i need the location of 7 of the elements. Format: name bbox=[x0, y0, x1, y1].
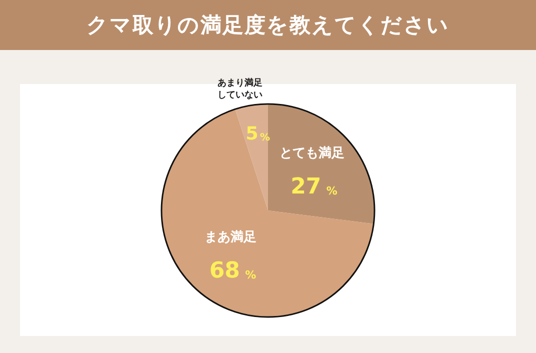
slice-label: まあ満足 bbox=[204, 230, 257, 246]
slice-label: あまり満足していない bbox=[218, 77, 263, 100]
chart-title: クマ取りの満足度を教えてください bbox=[0, 0, 536, 50]
slice-label: とても満足 bbox=[279, 146, 344, 162]
data-label: 5% bbox=[246, 123, 270, 144]
data-label: 27% bbox=[290, 174, 338, 200]
data-label: 68% bbox=[209, 258, 256, 284]
